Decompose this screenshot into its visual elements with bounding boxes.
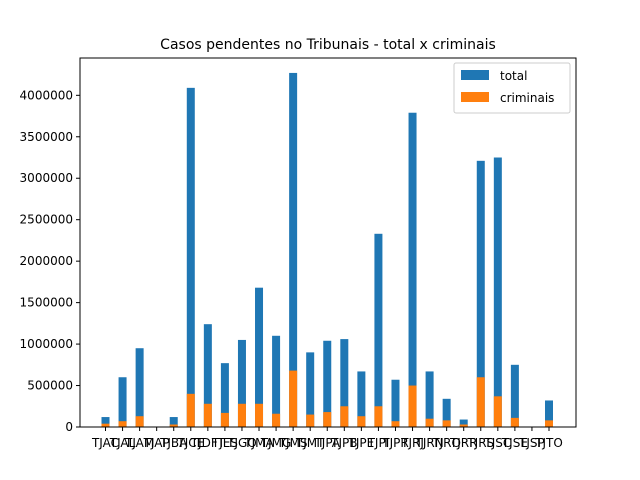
plot-frame (79, 57, 577, 428)
bar-total-TJPR (391, 379, 400, 427)
bar-total-TJMG (272, 335, 281, 427)
legend-label-criminais: criminais (500, 91, 554, 105)
chart-title: Casos pendentes no Tribunais - total x c… (160, 37, 496, 53)
bar-criminais-TJMS (289, 370, 298, 427)
x-tick-label-TJPA: TJPA (313, 436, 340, 450)
x-tick-label-TJPE: TJPE (348, 436, 375, 450)
x-tick-label-TJPI: TJPI (367, 436, 390, 450)
bar-criminais-TJMG (272, 413, 281, 427)
x-tick-label-TJSC: TJSC (483, 436, 511, 450)
x-tick-label-TJTO: TJTO (534, 436, 563, 450)
y-tick-label: 4000000 (20, 88, 73, 102)
bar-criminais-TJDFT (203, 403, 212, 427)
x-axis: TJACTJALTJAMTJAPTJBATJCETJDFTTJESTJGOTJM… (91, 427, 563, 450)
bar-criminais-TJES (220, 412, 229, 427)
x-tick-label-TJRO: TJRO (431, 436, 461, 450)
x-tick-label-TJAC: TJAC (91, 436, 119, 450)
bar-total-TJAM (135, 348, 144, 427)
bar-criminais-TJGO (237, 403, 246, 427)
bar-total-TJCE (186, 87, 195, 427)
bar-criminais-TJSE (510, 417, 519, 427)
bar-criminais-TJAM (135, 416, 144, 427)
bar-criminais-TJPR (391, 421, 400, 427)
bar-total-TJAC (101, 417, 110, 427)
bar-criminais-TJRO (442, 420, 451, 427)
y-tick-label: 2000000 (20, 254, 73, 268)
bar-criminais-TJRJ (408, 385, 417, 427)
x-tick-label-TJBA: TJBA (159, 436, 188, 450)
x-tick-label-TJDFT: TJDFT (190, 436, 226, 450)
bar-criminais-TJRS (476, 377, 485, 427)
x-tick-label-TJPB: TJPB (330, 436, 357, 450)
bar-total-TJPI (374, 233, 383, 427)
bar-criminais-TJRN (425, 418, 434, 427)
bar-total-TJBA (169, 417, 178, 427)
y-tick-label: 0 (65, 420, 73, 434)
bar-criminais-TJAL (118, 421, 127, 427)
x-tick-label-TJMG: TJMG (260, 436, 292, 450)
bar-criminais-TJAC (101, 423, 110, 427)
bar-total-TJTO (545, 400, 553, 427)
bar-criminais-TJSC (493, 396, 502, 427)
x-tick-label-TJRR: TJRR (449, 436, 478, 450)
bar-total-TJRO (442, 398, 451, 427)
x-tick-label-TJMS: TJMS (278, 436, 308, 450)
x-tick-label-TJRJ: TJRJ (400, 436, 424, 450)
bar-criminais-TJPE (357, 416, 366, 427)
y-axis: 0 500000 1000000 1500000 2000000 2500000 30000… (20, 88, 80, 434)
bars-group (101, 72, 553, 428)
bar-total-TJAL (118, 377, 127, 427)
bar-total-TJMS (289, 72, 298, 428)
bar-total-TJRS (476, 160, 485, 427)
bar-total-TJPB (340, 339, 349, 427)
bar-total-TJES (220, 363, 229, 427)
bar-criminais-TJBA (169, 424, 178, 427)
legend: total criminais (453, 62, 571, 114)
x-tick-label-TJMA: TJMA (243, 436, 274, 450)
x-tick-label-TJAM: TJAM (124, 436, 154, 450)
y-tick-label: 1500000 (20, 296, 73, 310)
y-tick-label: 3500000 (20, 130, 73, 144)
bar-criminais-TJMT (306, 414, 315, 427)
bar-criminais-TJRR (459, 424, 468, 427)
bar-criminais-TJPB (340, 406, 349, 427)
y-tick-label: 1000000 (20, 337, 73, 351)
y-tick-label: 3000000 (20, 171, 73, 185)
bar-criminais-TJTO (545, 420, 553, 427)
bar-total-TJRN (425, 371, 434, 427)
legend-swatch-total (461, 70, 489, 80)
x-tick-label-TJGO: TJGO (226, 436, 257, 450)
bar-total-TJDFT (203, 324, 212, 427)
x-tick-label-TJSE: TJSE (501, 436, 528, 450)
x-tick-label-TJAL: TJAL (109, 436, 136, 450)
bar-total-TJRR (459, 419, 468, 427)
bar-total-TJMT (306, 352, 315, 427)
legend-label-total: total (500, 69, 527, 83)
x-tick-label-TJMT: TJMT (295, 436, 325, 450)
bar-total-TJPE (357, 371, 366, 427)
legend-swatch-criminais (461, 92, 489, 102)
bar-total-TJGO (237, 339, 246, 427)
x-tick-label-TJRS: TJRS (466, 436, 494, 450)
bar-total-TJPA (323, 340, 332, 427)
x-tick-label-TJRN: TJRN (415, 436, 444, 450)
bar-total-TJSE (510, 364, 519, 427)
x-tick-label-TJCE: TJCE (176, 436, 204, 450)
bar-criminais-TJCE (186, 393, 195, 427)
bar-criminais-TJPI (374, 406, 383, 427)
bar-total-TJRJ (408, 112, 417, 427)
x-tick-label-TJAP: TJAP (143, 436, 170, 450)
y-tick-label: 2500000 (20, 213, 73, 227)
x-tick-label-TJSP: TJSP (518, 436, 545, 450)
bar-criminais-TJPA (323, 412, 332, 427)
bar-total-TJSC (493, 157, 502, 427)
x-tick-label-TJPR: TJPR (381, 436, 408, 450)
bar-total-TJMA (255, 287, 264, 427)
y-tick-label: 500000 (27, 379, 73, 393)
x-tick-label-TJES: TJES (211, 436, 238, 450)
bar-criminais-TJMA (255, 403, 264, 427)
